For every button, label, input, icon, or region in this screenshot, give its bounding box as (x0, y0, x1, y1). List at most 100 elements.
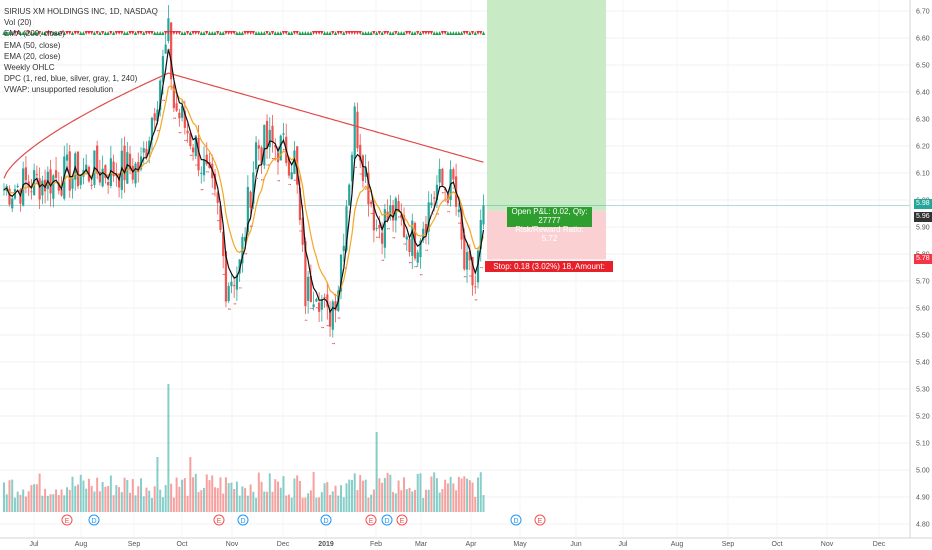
volume-bar (27, 491, 30, 512)
volume-bar (477, 477, 480, 512)
price-tick-label: 4.80 (916, 522, 930, 529)
earnings-marker: E (534, 514, 546, 526)
candle-body (38, 178, 41, 200)
dpc-dot (174, 117, 176, 119)
price-axis[interactable]: 6.706.606.506.406.306.206.106.005.905.80… (909, 0, 932, 550)
dpc-mark (235, 31, 239, 35)
dpc-mark (188, 31, 192, 35)
candle-body (128, 153, 132, 170)
dpc-mark (38, 31, 42, 35)
volume-bar (414, 489, 416, 512)
dpc-mark (155, 31, 160, 35)
dpc-dot (326, 325, 328, 327)
dpc-mark (394, 31, 398, 35)
dpc-mark (372, 31, 376, 35)
dpc-mark (238, 31, 242, 35)
volume-bar (55, 489, 58, 512)
dpc-dot (211, 193, 213, 195)
dpc-mark (59, 31, 64, 35)
volume-bar (252, 491, 255, 512)
volume-bar (8, 480, 11, 512)
candle-body (213, 173, 217, 190)
candle-body (244, 237, 247, 242)
dpc-mark (383, 31, 387, 35)
volume-bar (446, 483, 449, 512)
dpc-mark (424, 31, 428, 35)
volume-bar (246, 495, 249, 512)
time-tick-label: Jul (30, 541, 39, 548)
entry-price-tag: 5.96 (914, 212, 932, 222)
dpc-dot (404, 243, 407, 245)
volume-bar (13, 497, 16, 512)
candle-body (296, 146, 299, 185)
dpc-mark (407, 31, 412, 35)
time-axis[interactable]: Jul Aug Sep Oct Nov Dec 2019 Feb Mar Apr May Jun Jul… (0, 537, 932, 548)
candle-body (331, 301, 334, 330)
candle-body (463, 234, 466, 270)
volume-bar (112, 495, 115, 512)
dpc-mark (68, 31, 72, 35)
chart-legend: SIRIUS XM HOLDINGS INC, 1D, NASDAQ Vol (… (4, 6, 158, 96)
candle-body (416, 252, 419, 263)
ema-20-line (3, 48, 485, 314)
dpc-mark (21, 31, 25, 35)
dpc-mark (136, 31, 140, 35)
candle-body (361, 155, 365, 182)
dpc-dot (408, 262, 411, 264)
dpc-mark (353, 31, 357, 35)
dpc-dot (288, 183, 290, 186)
volume-bar (433, 472, 436, 512)
dpc-mark (413, 31, 417, 35)
candle-body (79, 176, 82, 185)
dpc-mark (342, 31, 346, 35)
volume-bar (466, 478, 469, 512)
dpc-mark (142, 31, 146, 35)
volume-bar (342, 497, 345, 512)
dpc-dot (480, 266, 482, 269)
volume-bar (96, 477, 99, 512)
dpc-dot (251, 225, 253, 227)
volume-bar (361, 480, 364, 512)
candle-body (312, 304, 315, 308)
candle-body (76, 151, 80, 187)
volume-bar (150, 497, 153, 512)
candle-body (24, 167, 28, 181)
dpc-mark (369, 31, 373, 35)
volume-bar (463, 476, 466, 512)
dpc-dot (425, 249, 427, 251)
candle-body (372, 204, 375, 231)
volume-bar (392, 492, 395, 512)
candle-body (348, 184, 351, 206)
dpc-dot (370, 212, 372, 215)
dpc-mark (81, 31, 86, 35)
dpc-mark (377, 31, 381, 35)
volume-bar (403, 477, 406, 512)
dpc-dot (178, 132, 180, 134)
volume-bar (52, 494, 55, 512)
volume-bar (11, 479, 14, 512)
dpc-dot (339, 317, 341, 319)
dpc-mark (388, 31, 392, 35)
volume-bar (192, 477, 195, 512)
volume-bar (203, 487, 206, 512)
volume-bar (123, 477, 126, 512)
dpc-mark (364, 31, 368, 35)
volume-bar (230, 482, 233, 512)
dpc-mark (194, 31, 198, 35)
dpc-mark (405, 31, 409, 35)
volume-bar (386, 472, 389, 512)
dpc-mark (122, 31, 127, 35)
volume-bar (427, 489, 430, 512)
stop-label[interactable]: Stop: 0.18 (3.02%) 18, Amount: 245000.14 (485, 261, 613, 282)
dpc-mark (65, 31, 69, 35)
dpc-mark (2, 31, 6, 35)
volume-bar (104, 486, 107, 512)
legend-line: EMA (20, close) (4, 51, 61, 61)
dpc-mark (106, 31, 110, 35)
position-boxes[interactable] (0, 0, 910, 260)
dpc-dot (387, 228, 389, 230)
candle-body (315, 299, 318, 302)
open-pnl-label[interactable]: Open P&L: 0.02, Qty: 27777 Risk/Reward R… (507, 207, 592, 243)
